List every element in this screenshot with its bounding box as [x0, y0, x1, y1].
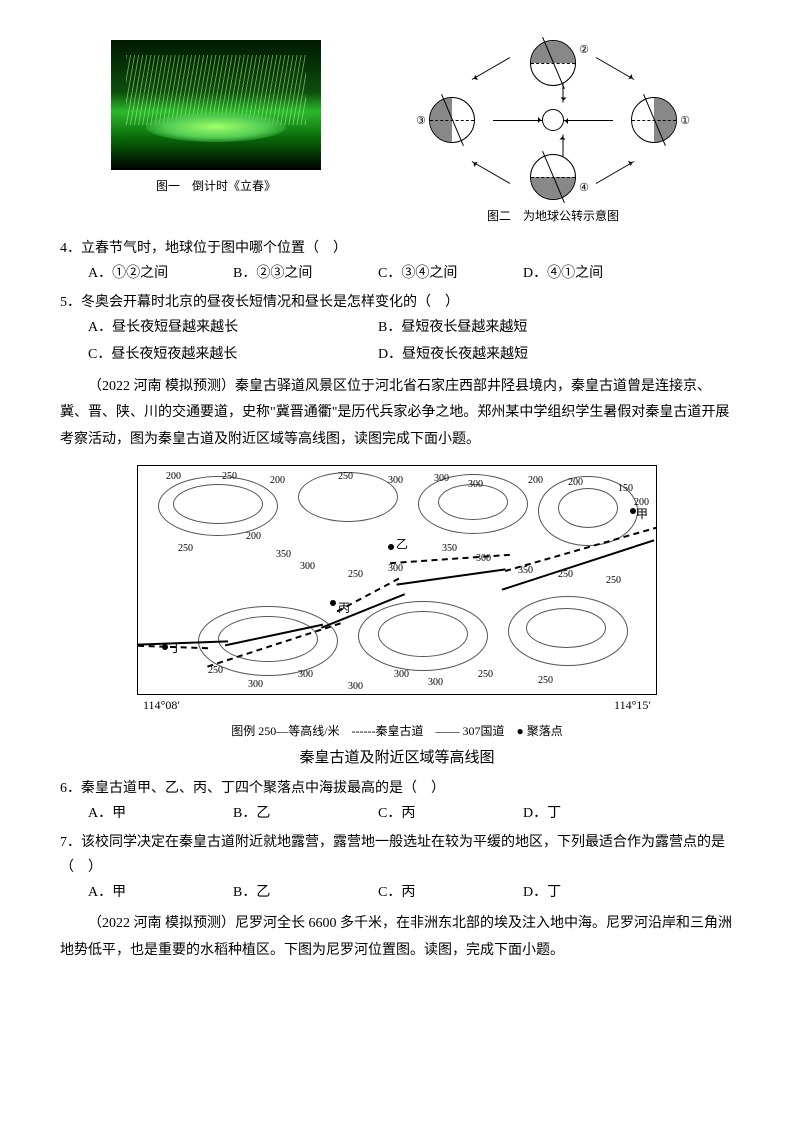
lon-axis: 114°08′ 114°15′ — [137, 695, 657, 717]
q4-option-c: C．③④之间 — [378, 261, 523, 286]
q5-option-d: D．昼短夜长夜越来越短 — [378, 342, 668, 367]
map-title: 秦皇古道及附近区域等高线图 — [137, 745, 657, 772]
label-bing: 丙 — [338, 598, 350, 620]
question-7-options: A．甲 B．乙 C．丙 D．丁 — [88, 880, 734, 905]
question-4-options: A．①②之间 B．②③之间 C．③④之间 D．④①之间 — [88, 261, 734, 286]
figures-row: 图一 倒计时《立春》 ② ① ④ — [60, 40, 734, 228]
figure-2: ② ① ④ ③ 图二 为地球公转示意图 — [423, 40, 683, 228]
earth-position-4: ④ — [530, 154, 576, 200]
figure-2-diagram: ② ① ④ ③ — [423, 40, 683, 200]
earth-position-2: ② — [530, 40, 576, 86]
q5-option-a: A．昼长夜短昼越来越长 — [88, 315, 378, 340]
earth-label-2: ② — [579, 41, 589, 61]
figure-1: 图一 倒计时《立春》 — [111, 40, 321, 198]
q5-option-b: B．昼短夜长昼越来越短 — [378, 315, 668, 340]
q4-option-d: D．④①之间 — [523, 261, 668, 286]
q4-option-a: A．①②之间 — [88, 261, 233, 286]
figure-1-caption: 图一 倒计时《立春》 — [156, 176, 276, 198]
q5-option-c: C．昼长夜短夜越来越长 — [88, 342, 378, 367]
q7-option-a: A．甲 — [88, 880, 233, 905]
question-6-options: A．甲 B．乙 C．丙 D．丁 — [88, 801, 734, 826]
label-ding: 丁 — [170, 638, 182, 660]
lon-right-label: 114°15′ — [614, 695, 651, 717]
question-5-options: A．昼长夜短昼越来越长 B．昼短夜长昼越来越短 C．昼长夜短夜越来越长 D．昼短… — [88, 315, 734, 367]
point-bing — [330, 600, 336, 606]
label-jia: 甲 — [636, 504, 648, 526]
question-5: 5．冬奥会开幕时北京的昼夜长短情况和昼长是怎样变化的（ ） A．昼长夜短昼越来越… — [60, 290, 734, 368]
sun-icon — [542, 109, 564, 131]
contour-map: 38°04′ 38°02′ 200 250 200 250 300 300 30… — [137, 465, 657, 695]
passage-qinhuang: （2022 河南 模拟预测）秦皇古驿道风景区位于河北省石家庄西部井陉县境内，秦皇… — [60, 374, 734, 454]
point-ding — [162, 644, 168, 650]
question-7-stem: 7．该校同学决定在秦皇古道附近就地露营，露营地一般选址在较为平缓的地区，下列最适… — [60, 830, 734, 880]
earth-label-1: ① — [680, 112, 690, 132]
earth-label-4: ④ — [579, 179, 589, 199]
earth-position-3: ③ — [429, 97, 475, 143]
question-7: 7．该校同学决定在秦皇古道附近就地露营，露营地一般选址在较为平缓的地区，下列最适… — [60, 830, 734, 906]
q7-option-c: C．丙 — [378, 880, 523, 905]
figure-2-caption: 图二 为地球公转示意图 — [487, 206, 619, 228]
earth-position-1: ① — [631, 97, 677, 143]
point-yi — [388, 544, 394, 550]
q6-option-a: A．甲 — [88, 801, 233, 826]
q6-option-c: C．丙 — [378, 801, 523, 826]
q6-option-b: B．乙 — [233, 801, 378, 826]
question-4-stem: 4．立春节气时，地球位于图中哪个位置（ ） — [60, 236, 734, 261]
passage-nile: （2022 河南 模拟预测）尼罗河全长 6600 多千米，在非洲东北部的埃及注入… — [60, 911, 734, 964]
question-4: 4．立春节气时，地球位于图中哪个位置（ ） A．①②之间 B．②③之间 C．③④… — [60, 236, 734, 286]
question-6: 6．秦皇古道甲、乙、丙、丁四个聚落点中海拔最高的是（ ） A．甲 B．乙 C．丙… — [60, 776, 734, 826]
earth-label-3: ③ — [416, 112, 426, 132]
lon-left-label: 114°08′ — [143, 695, 180, 717]
question-5-stem: 5．冬奥会开幕时北京的昼夜长短情况和昼长是怎样变化的（ ） — [60, 290, 734, 315]
figure-1-image — [111, 40, 321, 170]
q6-option-d: D．丁 — [523, 801, 668, 826]
q4-option-b: B．②③之间 — [233, 261, 378, 286]
map-figure: 38°04′ 38°02′ 200 250 200 250 300 300 30… — [137, 465, 657, 771]
q7-option-b: B．乙 — [233, 880, 378, 905]
question-6-stem: 6．秦皇古道甲、乙、丙、丁四个聚落点中海拔最高的是（ ） — [60, 776, 734, 801]
label-yi: 乙 — [396, 534, 408, 556]
q7-option-d: D．丁 — [523, 880, 668, 905]
map-legend: 图例 250—等高线/米 ------秦皇古道 —— 307国道 ● 聚落点 — [137, 721, 657, 743]
